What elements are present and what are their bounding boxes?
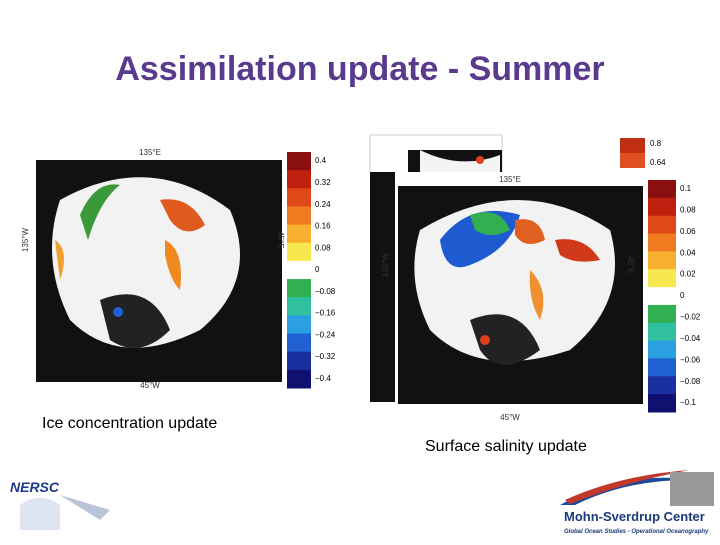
map-label: 45°E <box>626 256 635 273</box>
colorbar-label: 0.32 <box>315 178 331 187</box>
caption: Surface salinity update <box>425 438 587 455</box>
map-label: 45°W <box>500 413 520 422</box>
colorbar-label: −0.04 <box>680 334 701 343</box>
title: Assimilation update - Summer <box>115 50 604 88</box>
colorbar-swatch <box>648 269 676 288</box>
colorbar-label: 0 <box>680 291 685 300</box>
colorbar-label: 0.8 <box>650 139 662 148</box>
colorbar-label: −0.02 <box>680 313 701 322</box>
colorbar-label: −0.24 <box>315 330 336 339</box>
colorbar-swatch <box>648 340 676 359</box>
colorbar: 0.4 0.32 0.24 0.16 0.08 0 −0.08 −0.16 −0.24 −0.32… <box>287 152 336 389</box>
colorbar-swatch <box>648 197 676 217</box>
colorbar-swatch <box>287 242 311 262</box>
colorbar-swatch <box>287 333 311 353</box>
colorbar-swatch <box>287 206 311 226</box>
caption: Ice concentration update <box>42 415 217 432</box>
colorbar-swatch <box>287 351 311 371</box>
colorbar-label: 0.08 <box>315 243 331 252</box>
map-label: 135°E <box>499 175 521 184</box>
colorbar-label: 0.08 <box>680 205 696 214</box>
colorbar-swatch <box>648 322 676 342</box>
colorbar-label: −0.1 <box>680 398 696 407</box>
colorbar-swatch <box>287 170 311 189</box>
colorbar-swatch <box>648 233 676 252</box>
map-label: 135°W <box>381 253 390 278</box>
logo-text: NERSC <box>10 479 60 495</box>
colorbar-label: 0.24 <box>315 200 331 209</box>
colorbar-swatch <box>287 152 311 171</box>
right-map <box>365 172 645 412</box>
colorbar-swatch <box>287 188 311 207</box>
colorbar-label: −0.4 <box>315 374 331 383</box>
colorbar-label: 0.4 <box>315 156 327 165</box>
colorbar-swatch <box>648 304 676 324</box>
colorbar-label: −0.06 <box>680 355 701 364</box>
colorbar-label: −0.16 <box>315 309 336 318</box>
colorbar-label: 0.02 <box>680 270 696 279</box>
logo-subtitle: Global Ocean Studies - Operational Ocean… <box>564 529 709 535</box>
map-label: 135°E <box>139 148 161 157</box>
colorbar-label: 0.06 <box>680 227 696 236</box>
map-label: 135°W <box>21 228 30 253</box>
colorbar-label: −0.32 <box>315 352 336 361</box>
colorbar-label: 0.16 <box>315 222 331 231</box>
logo-title: Mohn-Sverdrup Center <box>564 509 705 524</box>
left-map <box>30 148 285 390</box>
colorbar-swatch <box>648 251 676 270</box>
map-label: 45°E <box>276 231 285 248</box>
colorbar-swatch <box>287 224 311 244</box>
colorbar-label: 0 <box>315 265 320 274</box>
back-colorbar: 0.8 0.64 <box>620 138 666 168</box>
colorbar-swatch <box>648 215 676 235</box>
colorbar-label: 0.04 <box>680 248 696 257</box>
colorbar-swatch <box>648 180 676 199</box>
nersc-logo: NERSC <box>10 479 110 530</box>
colorbar-swatch <box>287 369 311 389</box>
colorbar-swatch <box>648 394 676 413</box>
colorbar-swatch <box>648 376 676 395</box>
colorbar-swatch <box>287 297 311 316</box>
colorbar-label: 0.64 <box>650 158 666 167</box>
colorbar-swatch <box>287 260 311 280</box>
colorbar-label: 0.1 <box>680 184 692 193</box>
colorbar-label: −0.08 <box>315 287 336 296</box>
msc-logo: Mohn-Sverdrup Center Global Ocean Studie… <box>560 470 714 535</box>
colorbar-swatch <box>287 279 311 298</box>
map-label: 45°W <box>140 381 160 390</box>
colorbar-swatch <box>287 315 311 335</box>
colorbar-swatch <box>648 358 676 377</box>
colorbar-label: −0.08 <box>680 377 701 386</box>
colorbar: 0.1 0.08 0.06 0.04 0.02 0 −0.02 −0.04 −0.06 −0.08… <box>648 180 701 413</box>
colorbar-swatch <box>648 287 676 306</box>
